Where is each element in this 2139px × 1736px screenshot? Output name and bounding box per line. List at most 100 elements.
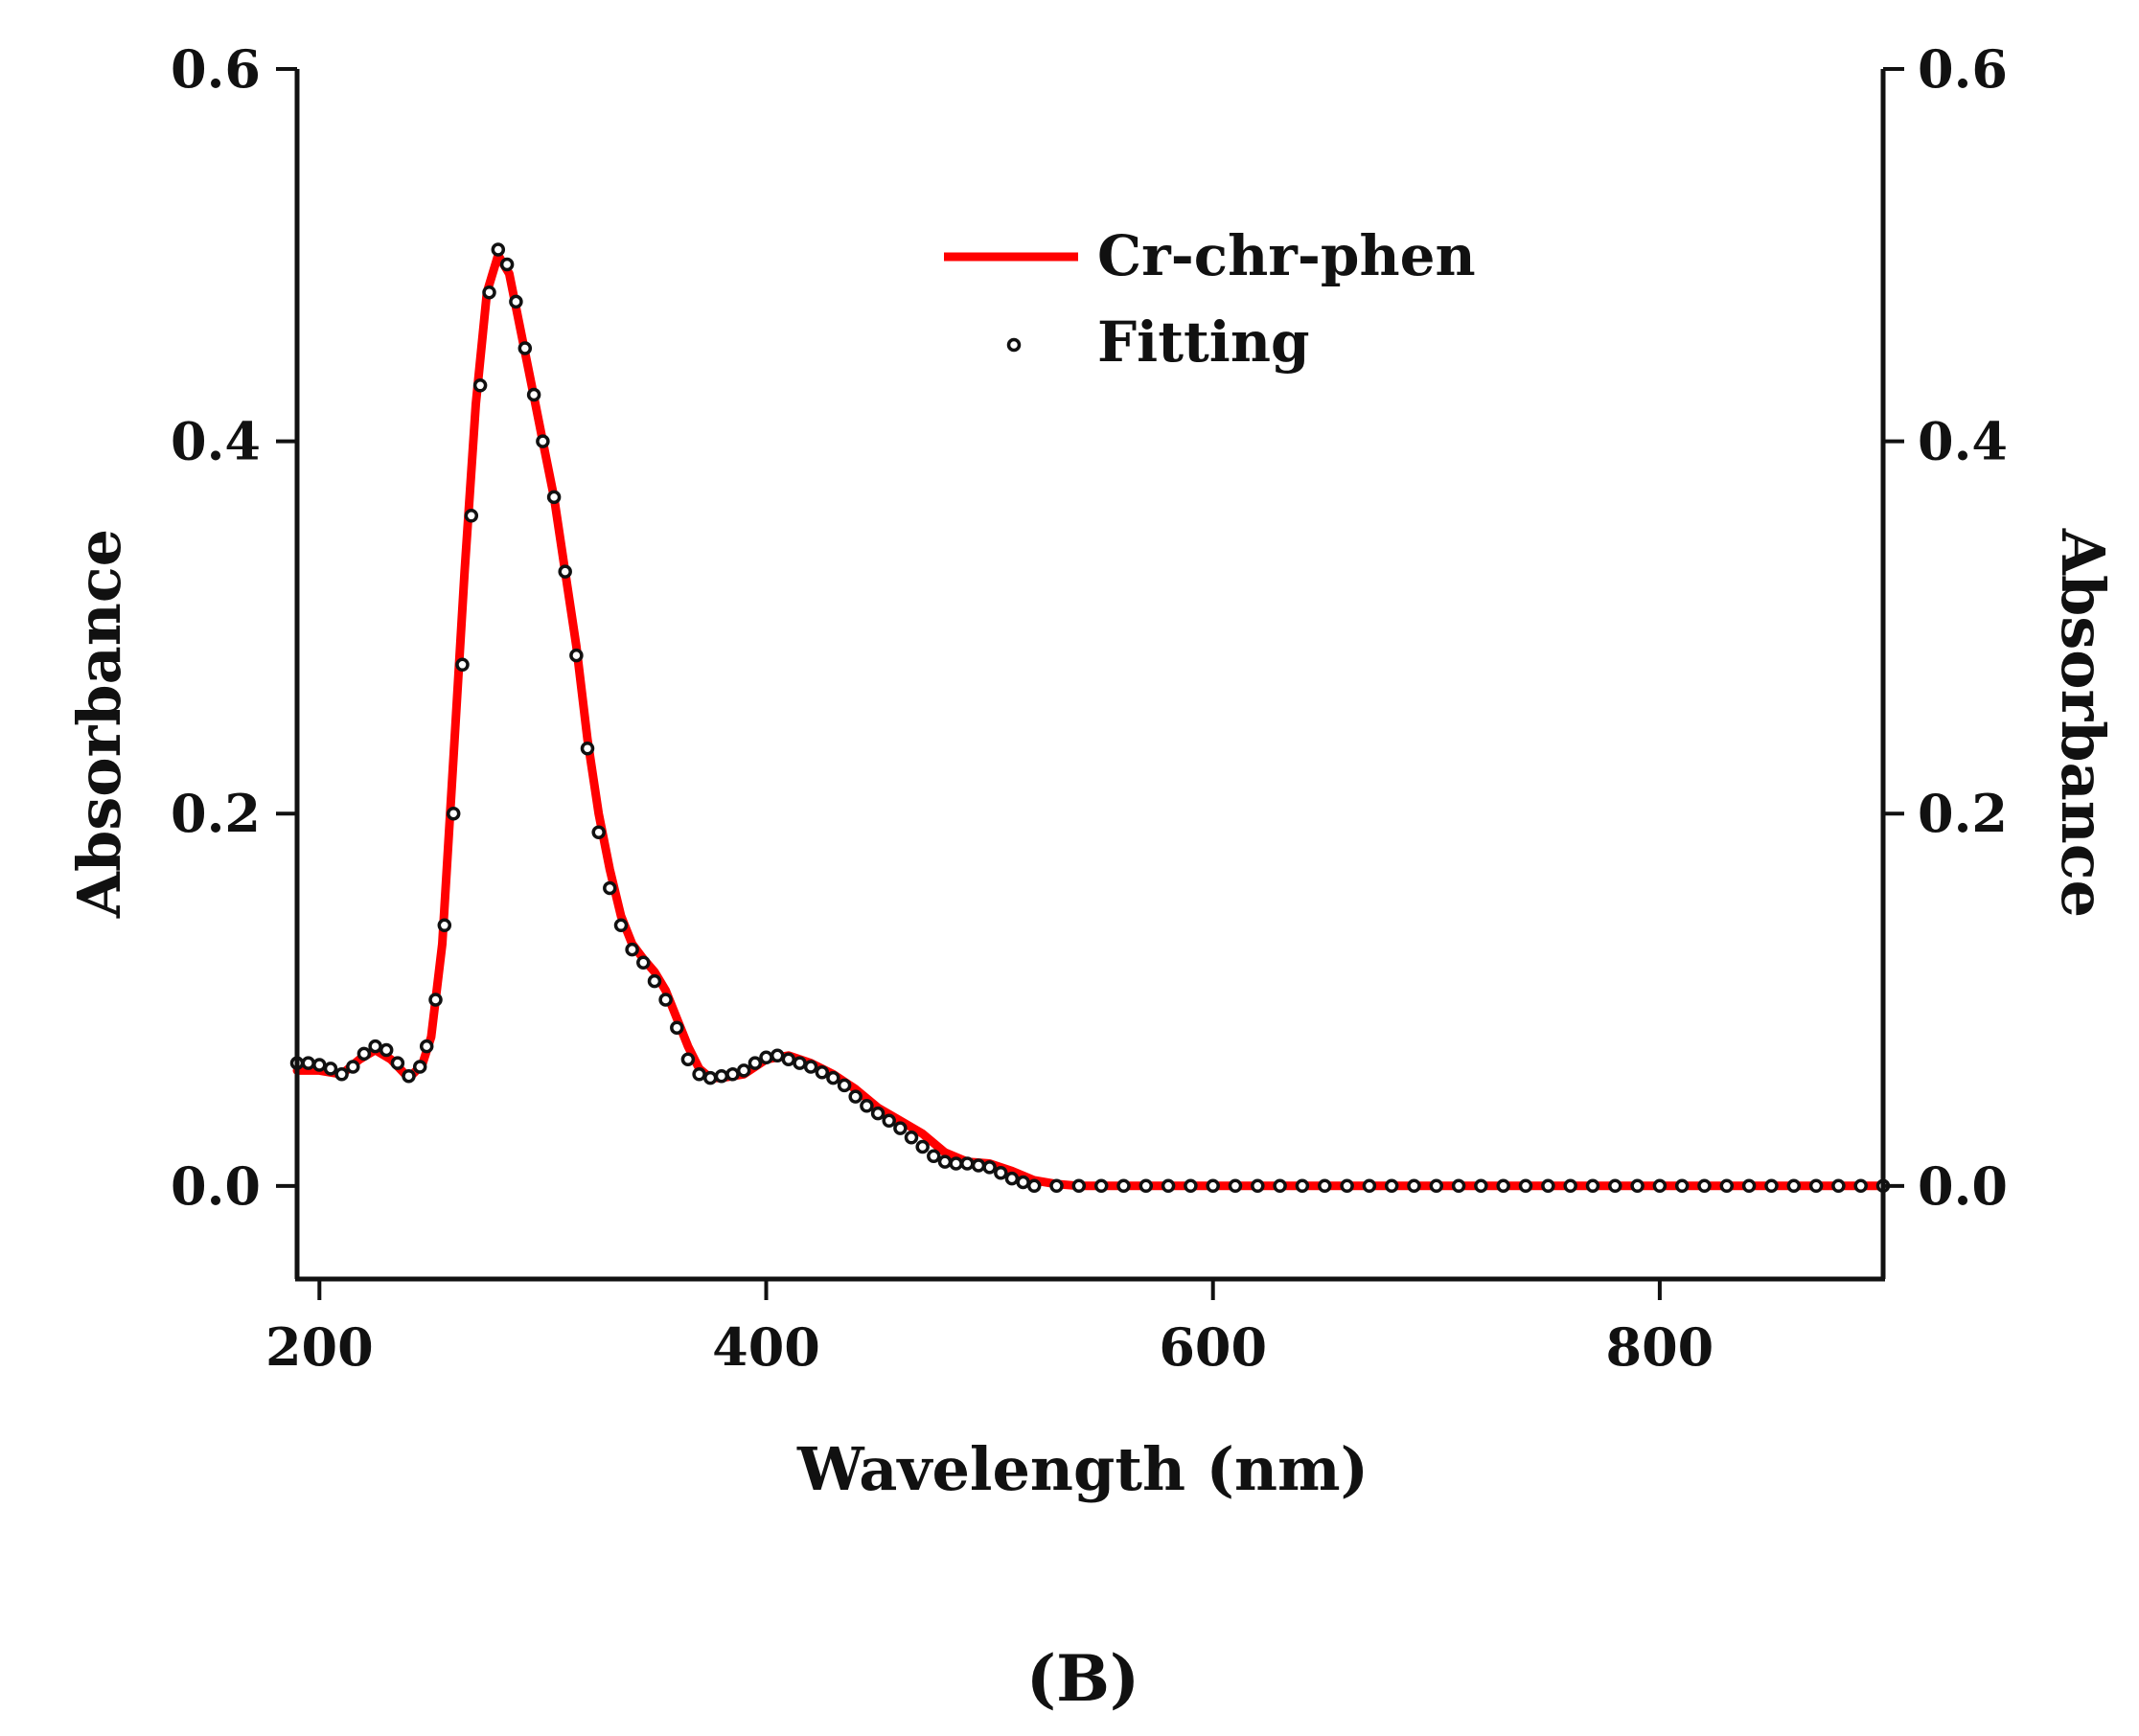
fitting-point-14 [437,918,452,933]
fitting-point-81 [1295,1178,1310,1194]
fitting-point-92 [1541,1178,1555,1194]
fitting-point-78 [1228,1178,1243,1194]
fitting-point-89 [1474,1178,1488,1194]
fitting-point-61 [937,1154,953,1169]
fitting-point-56 [882,1113,896,1129]
y-tick-label-right-0.4: 0.4 [1918,411,2008,472]
fitting-point-40 [702,1070,718,1085]
legend-label-fitting: Fitting [1097,309,1310,375]
fitting-point-73 [1116,1178,1131,1194]
x-tick-label-800: 800 [1606,1316,1714,1378]
fitting-point-42 [725,1067,740,1082]
fitting-point-51 [826,1070,840,1085]
fitting-point-21 [499,257,515,272]
y-axis-title-right: Absorbance [2048,528,2118,918]
fitting-point-104 [1808,1178,1824,1194]
fitting-point-63 [960,1156,975,1171]
fitting-point-54 [860,1099,874,1113]
fitting-point-80 [1273,1178,1287,1194]
fitting-point-10 [402,1068,416,1084]
fitting-point-77 [1206,1178,1220,1194]
fitting-point-67 [1004,1171,1020,1186]
fitting-point-27 [558,564,572,579]
fitting-point-106 [1853,1178,1868,1194]
fitting-point-35 [647,973,662,989]
fitting-point-22 [509,294,523,309]
y-tick-label-right-0.2: 0.2 [1918,783,2008,844]
fitting-point-34 [636,955,651,970]
fitting-point-41 [714,1068,729,1084]
fitting-point-53 [848,1089,862,1104]
fitting-point-24 [526,387,541,402]
fitting-point-76 [1184,1178,1198,1194]
fitting-point-7 [368,1039,382,1054]
y-tick-label-left-0.4: 0.4 [171,411,261,472]
fitting-point-29 [580,741,595,756]
fitting-point-59 [915,1139,930,1154]
fitting-point-72 [1093,1178,1109,1194]
fitting-point-26 [546,490,562,505]
fitting-point-60 [927,1149,941,1164]
fitting-point-66 [994,1165,1008,1180]
x-tick-label-400: 400 [712,1316,820,1378]
axes [294,69,1886,1282]
panel-label: (B) [1026,1641,1139,1716]
fitting-point-37 [670,1020,684,1035]
fitting-point-71 [1071,1178,1087,1194]
fitting-point-2 [312,1058,327,1072]
fitting-point-101 [1741,1178,1757,1194]
fitting-point-70 [1049,1178,1064,1194]
y-tick-label-left-0.2: 0.2 [171,783,261,844]
fitting-point-12 [419,1039,434,1054]
fitting-point-57 [893,1121,908,1135]
y-tick-label-left-0: 0.0 [171,1155,261,1217]
fitting-point-25 [536,434,550,448]
legend-label-cr-chr-phen: Cr-chr-phen [1097,223,1476,288]
fitting-point-94 [1585,1178,1600,1194]
y-tick-label-right-0.6: 0.6 [1918,38,2008,100]
fitting-point-87 [1429,1178,1444,1194]
fitting-point-79 [1251,1178,1265,1194]
fitting-point-68 [1016,1175,1030,1190]
fitting-point-97 [1652,1178,1668,1194]
fitting-point-19 [482,285,496,300]
fitting-point-44 [748,1056,763,1070]
fitting-point-95 [1608,1178,1622,1194]
y-axis-title: Absorbance [64,529,134,919]
fitting-point-90 [1496,1178,1510,1194]
fitting-point-93 [1563,1178,1577,1194]
fitting-point-33 [625,942,639,957]
fitting-point-58 [904,1131,919,1145]
fitting-point-65 [982,1160,997,1175]
fitting-point-75 [1161,1178,1176,1194]
fitting-point-23 [518,341,533,355]
fitting-point-32 [613,918,629,933]
fitting-point-13 [428,993,443,1007]
fitting-point-18 [472,378,488,393]
fitting-point-50 [815,1065,830,1080]
fitting-point-91 [1518,1178,1533,1194]
fitting-point-98 [1674,1178,1690,1194]
ticks: 200 400 600 800 0.0 0.0 0.2 0.2 0.4 0.4 0.6 0.6 [171,38,2008,1378]
fitting-point-45 [759,1050,773,1065]
fitting-point-3 [323,1062,338,1076]
legend: Cr-chr-phen Fitting [944,223,1476,375]
fitting-point-99 [1697,1178,1712,1194]
fitting-point-17 [464,509,479,523]
fitting-point-36 [658,993,673,1007]
fitting-point-103 [1786,1178,1802,1194]
fitting-point-46 [770,1048,785,1063]
fitting-point-62 [949,1156,963,1171]
plot-area [289,242,1891,1194]
fitting-point-55 [870,1106,886,1121]
fitting-point-16 [455,657,470,673]
fitting-point-49 [803,1060,818,1074]
fitting-point-69 [1026,1178,1042,1194]
fitting-point-38 [680,1052,696,1066]
fitting-point-8 [379,1042,394,1058]
fitting-point-4 [334,1067,349,1082]
fitting-point-96 [1630,1178,1644,1194]
fitting-point-82 [1318,1178,1332,1194]
fitting-point-83 [1340,1178,1354,1194]
